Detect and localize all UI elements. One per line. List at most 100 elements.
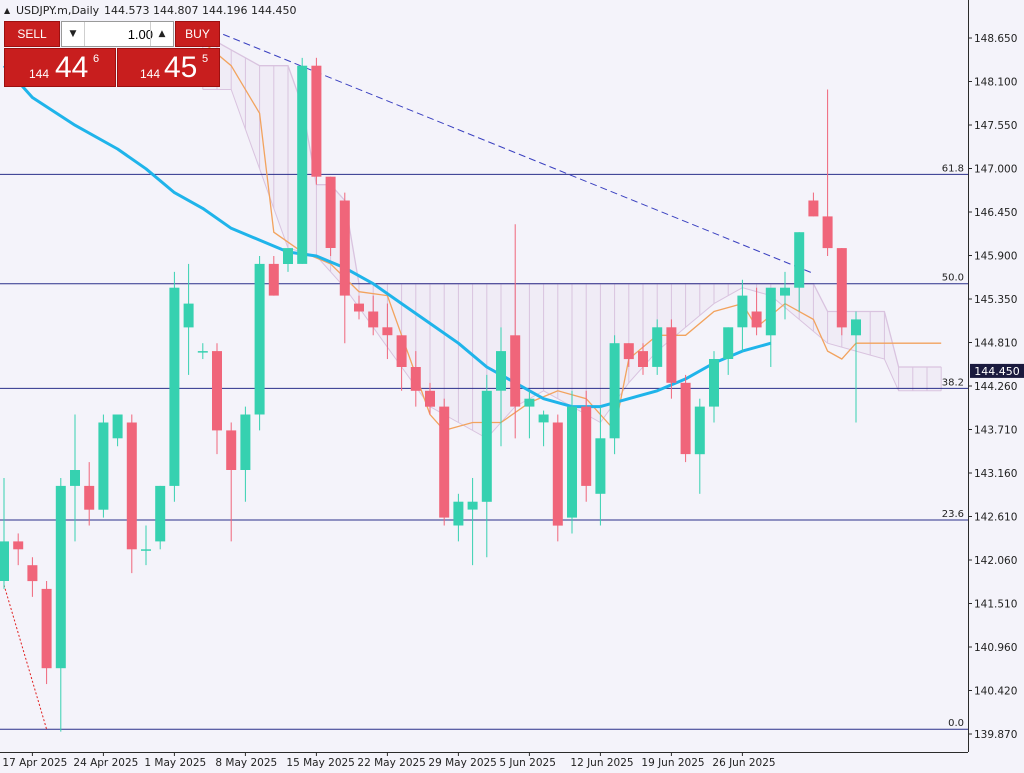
candle-bearish	[623, 343, 634, 367]
symbol-info: USDJPY.m,Daily	[16, 4, 100, 17]
candle-bearish	[311, 57, 322, 185]
price-tick-label: 144.260	[974, 381, 1017, 393]
candle-bullish	[780, 271, 790, 320]
price-tick-label: 140.420	[974, 686, 1017, 698]
buy-button[interactable]: BUY	[175, 21, 220, 47]
price-tick-label: 147.550	[974, 120, 1017, 132]
time-tick-label: 8 May 2025	[215, 757, 277, 769]
bid-price-prefix: 144	[29, 67, 50, 81]
candle-bullish	[254, 255, 265, 431]
candle-bearish	[396, 335, 407, 391]
candle-bullish	[453, 493, 464, 542]
candle-bullish	[609, 335, 620, 455]
candle-bullish	[723, 327, 734, 375]
candle-bullish	[496, 327, 506, 447]
candle-bearish	[751, 287, 762, 336]
candle-bearish	[13, 533, 24, 566]
price-tick-label: 145.350	[974, 294, 1017, 306]
price-tick-label: 140.960	[974, 642, 1017, 654]
candle-bearish	[808, 192, 819, 217]
chart-header: ▲ USDJPY.m,Daily 144.573 144.807 144.196…	[4, 4, 296, 17]
candle-bearish	[822, 89, 833, 256]
candle-bullish	[467, 477, 478, 566]
candle-bearish	[226, 422, 237, 542]
time-axis[interactable]: 17 Apr 2025 24 Apr 2025 1 May 2025 8 May 20…	[2, 752, 776, 769]
lot-size-input[interactable]	[85, 24, 155, 44]
price-tick-label: 146.450	[974, 207, 1017, 219]
time-tick-label: 22 May 2025	[357, 757, 425, 769]
bid-price-button[interactable]: 144 44 6	[4, 48, 116, 87]
fib-level-label: 50.0	[942, 273, 964, 284]
one-click-trading-panel: SELL ▼ ▲ BUY 144 44 6 144 45 5	[4, 21, 220, 87]
price-tick-label: 139.870	[974, 729, 1017, 741]
ask-price-point: 5	[202, 53, 209, 65]
collapse-arrow-icon[interactable]: ▲	[4, 6, 11, 15]
candle-bullish	[169, 271, 180, 502]
fib-level-label: 23.6	[942, 509, 964, 520]
swing-line	[3, 584, 48, 730]
current-price-tag: 144.450	[970, 363, 1024, 378]
candle-bearish	[339, 192, 350, 344]
lot-decrease-icon[interactable]: ▼	[62, 22, 85, 46]
lot-increase-icon[interactable]: ▲	[150, 22, 173, 46]
price-tick-label: 142.060	[974, 555, 1017, 567]
candle-bearish	[552, 414, 563, 542]
candle-bullish	[55, 477, 66, 732]
price-tick-label: 148.100	[974, 77, 1017, 89]
lot-size-control: ▼ ▲	[61, 21, 174, 47]
candle-bearish	[581, 390, 592, 502]
candle-bullish	[737, 279, 748, 352]
candle-bullish	[851, 311, 861, 423]
candle-bullish	[283, 248, 293, 272]
candle-bearish	[410, 351, 421, 407]
ohlc-values: 144.573 144.807 144.196 144.450	[104, 4, 296, 17]
time-tick-label: 24 Apr 2025	[73, 757, 138, 769]
candle-bearish	[425, 382, 435, 415]
time-tick-label: 17 Apr 2025	[2, 757, 67, 769]
sell-button[interactable]: SELL	[4, 21, 60, 47]
moving-average-line	[2, 64, 772, 409]
fib-level-label: 61.8	[942, 163, 964, 174]
candle-bearish	[212, 343, 222, 455]
candle-bearish	[126, 414, 137, 574]
candle-bullish	[794, 232, 805, 312]
time-tick-label: 1 May 2025	[144, 757, 206, 769]
candle-bullish	[155, 485, 166, 550]
candle-bearish	[439, 398, 450, 526]
candle-bearish	[27, 557, 38, 597]
ask-price-prefix: 144	[140, 67, 161, 81]
price-tick-label: 141.510	[974, 599, 1017, 611]
time-tick-label: 5 Jun 2025	[499, 757, 555, 769]
price-tick-label: 144.810	[974, 338, 1017, 350]
price-tick-label: 142.610	[974, 512, 1017, 524]
candle-bearish	[325, 176, 336, 256]
price-axis[interactable]: 148.650 148.100 147.550 147.000 146.450 145.9…	[968, 33, 1017, 741]
candle-bullish	[197, 343, 208, 360]
candle-bullish	[70, 414, 80, 542]
candle-bullish	[0, 477, 9, 589]
candle-bullish	[240, 406, 251, 502]
candle-bearish	[836, 248, 847, 336]
candle-bearish	[666, 319, 677, 399]
candle-bearish	[510, 224, 521, 439]
fib-level-label: 0.0	[948, 718, 964, 729]
candle-bullish	[141, 525, 151, 566]
current-price-label: 144.450	[974, 365, 1020, 378]
candle-bullish	[595, 406, 606, 526]
candle-bearish	[638, 343, 648, 375]
candle-bullish	[709, 351, 719, 423]
candle-bullish	[481, 374, 492, 558]
ask-price-button[interactable]: 144 45 5	[117, 48, 220, 87]
candle-bullish	[112, 414, 123, 447]
candle-bullish	[98, 414, 109, 518]
fib-level-label: 38.2	[942, 377, 964, 388]
time-tick-label: 12 Jun 2025	[570, 757, 633, 769]
fibonacci-levels[interactable]: 61.8 50.0 38.2 23.6 0.0	[0, 163, 968, 730]
ask-price-big: 45	[164, 51, 198, 84]
candle-bullish	[694, 398, 705, 494]
tenkan-sen-line	[202, 41, 942, 432]
price-tick-label: 143.160	[974, 468, 1017, 480]
candle-bearish	[84, 462, 95, 526]
candle-bullish	[183, 263, 194, 375]
